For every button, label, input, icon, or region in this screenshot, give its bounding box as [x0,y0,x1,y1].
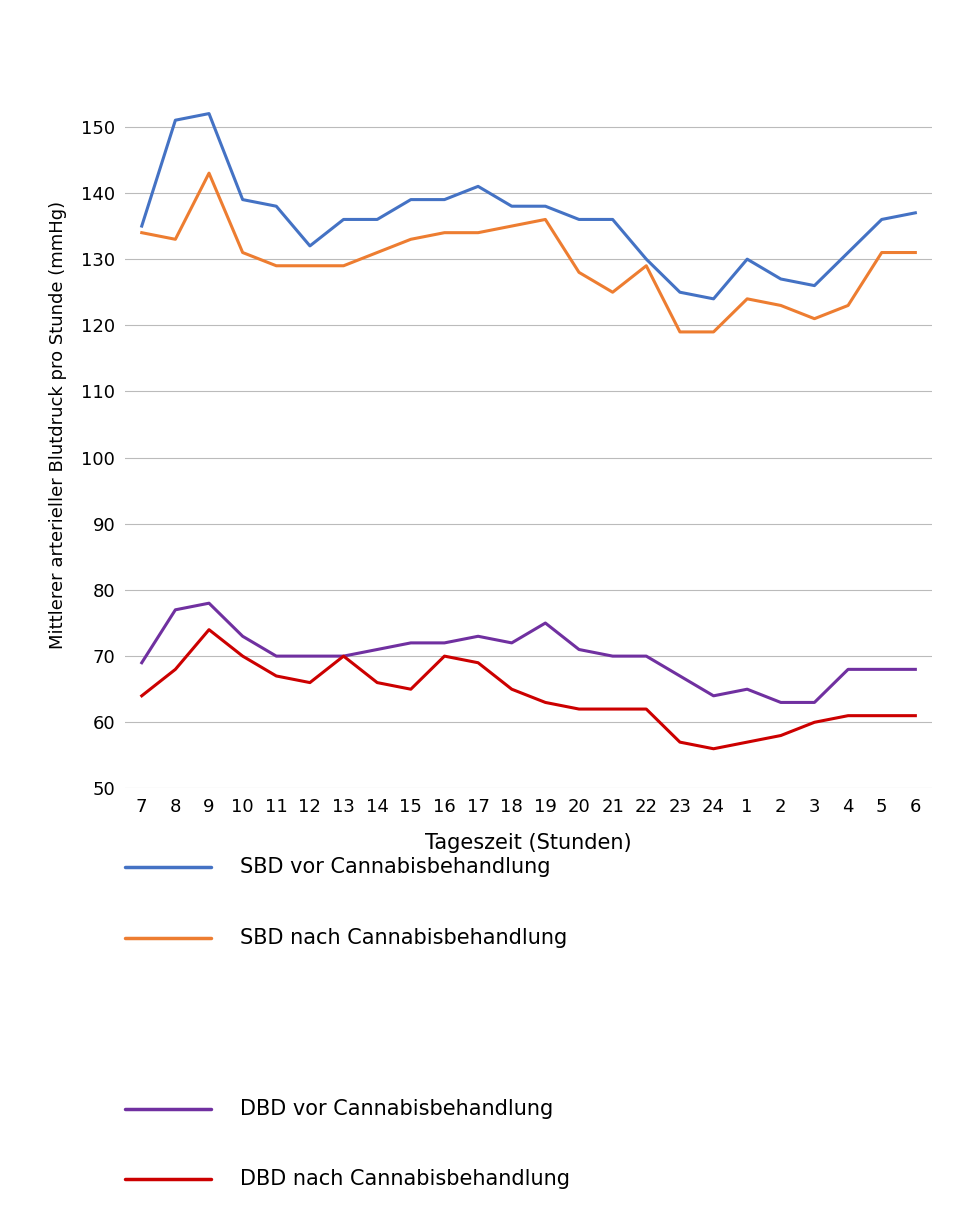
Y-axis label: Mittlerer arterieller Blutdruck pro Stunde (mmHg): Mittlerer arterieller Blutdruck pro Stun… [49,200,67,649]
Text: SBD vor Cannabisbehandlung: SBD vor Cannabisbehandlung [240,858,551,877]
Text: DBD nach Cannabisbehandlung: DBD nach Cannabisbehandlung [240,1169,570,1189]
X-axis label: Tageszeit (Stunden): Tageszeit (Stunden) [425,833,632,853]
Text: SBD nach Cannabisbehandlung: SBD nach Cannabisbehandlung [240,928,568,947]
Text: DBD vor Cannabisbehandlung: DBD vor Cannabisbehandlung [240,1099,554,1118]
